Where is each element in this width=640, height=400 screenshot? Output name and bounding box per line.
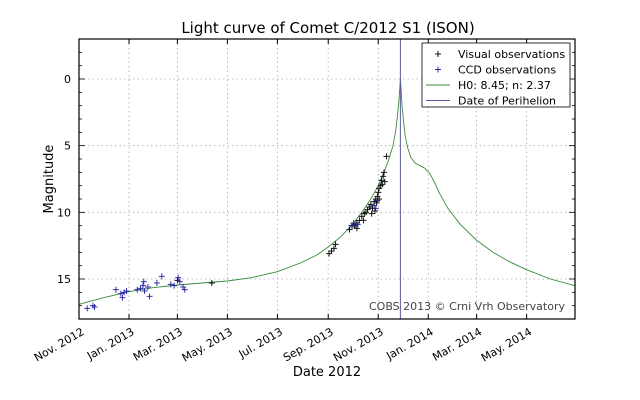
x-axis-label: Date 2012	[293, 365, 361, 380]
visual-observation-point	[362, 209, 369, 216]
visual-observation-point	[346, 226, 353, 233]
visual-observation-point	[380, 169, 387, 176]
ccd-observation-point	[134, 286, 141, 293]
ccd-observation-point	[112, 286, 119, 293]
x-tick-label: Sep. 2013	[281, 325, 336, 364]
x-tick-label: Jan. 2013	[84, 325, 136, 363]
y-tick-label: 15	[57, 273, 71, 286]
visual-observation-point	[367, 201, 374, 208]
visual-observation-point	[383, 153, 390, 160]
ccd-observation-point	[352, 222, 359, 229]
visual-observation-point	[358, 213, 365, 220]
y-tick-label: 10	[57, 206, 71, 219]
visual-observation-point	[360, 217, 367, 224]
ccd-observation-point	[91, 304, 98, 310]
visual-observation-point	[376, 185, 383, 192]
visual-observation-point	[368, 210, 375, 217]
y-tick-label: 5	[64, 140, 71, 153]
legend-label: CCD observations	[458, 64, 556, 77]
ccd-observation-point	[121, 289, 128, 296]
visual-observation-point	[328, 248, 335, 254]
legend-label: Date of Perihelion	[458, 95, 556, 108]
visual-observation-point	[380, 173, 387, 180]
ccd-observation-point	[123, 288, 130, 294]
x-tick-label: Mar. 2014	[430, 325, 484, 364]
ccd-observation-point	[84, 305, 91, 312]
visual-observation-point	[326, 250, 333, 257]
ccd-observation-point	[89, 302, 96, 309]
visual-observation-point	[375, 189, 382, 196]
visual-observation-point	[378, 177, 385, 184]
visual-observation-point	[379, 181, 386, 188]
ccd-observation-point	[153, 280, 160, 286]
ccd-observation-point	[354, 221, 361, 228]
visual-observation-point	[371, 208, 378, 214]
ccd-observation-point	[171, 282, 178, 289]
ccd-observation-point	[117, 290, 124, 297]
ccd-observation-point	[158, 273, 165, 280]
visual-observation-point	[332, 241, 339, 248]
ccd-observation-point	[146, 293, 153, 300]
credit-annotation: COBS 2013 © Crni Vrh Observatory	[369, 300, 565, 313]
ccd-observation-point	[176, 278, 183, 285]
ccd-observation-point	[374, 197, 381, 204]
visual-observation-point	[208, 280, 215, 286]
ccd-observation-point	[119, 294, 126, 301]
x-tick-label: May. 2013	[180, 325, 235, 364]
ccd-observation-point	[181, 286, 188, 293]
visual-observation-point	[174, 277, 181, 284]
gridlines	[79, 39, 575, 319]
x-tick-label: May. 2014	[479, 325, 534, 364]
legend-label: H0: 8.45; n: 2.37	[458, 79, 551, 92]
legend: Visual observations CCD observations H0: 8…	[421, 42, 571, 108]
legend-box	[421, 42, 571, 108]
visual-observation-point	[330, 245, 337, 252]
x-tick-label: Mar. 2013	[131, 325, 185, 364]
x-tick-label: Nov. 2012	[32, 325, 87, 364]
legend-label: Visual observations	[458, 48, 565, 61]
ccd-observation-point	[139, 282, 146, 289]
ccd-observation-point	[137, 285, 144, 292]
ccd-observation-point	[140, 278, 147, 285]
ccd-observation-point	[141, 288, 148, 294]
ccd-observation-point	[144, 284, 151, 290]
x-tick-label: Jul. 2013	[236, 325, 285, 361]
ccd-observation-point	[167, 281, 174, 288]
model-curve	[78, 78, 576, 305]
y-tick-label: 0	[64, 73, 71, 86]
x-tick-label: Jan. 2014	[383, 325, 435, 363]
visual-observation-point	[381, 178, 388, 185]
chart-title: Light curve of Comet C/2012 S1 (ISON)	[181, 19, 474, 37]
ccd-observation-point	[371, 202, 378, 209]
plot-frame	[78, 38, 576, 320]
y-axis-label: Magnitude	[42, 145, 57, 214]
series-layer	[78, 39, 576, 319]
ccd-observation-point	[175, 274, 182, 281]
x-tick-label: Nov. 2013	[331, 325, 386, 364]
visual-observation-point	[373, 200, 380, 206]
